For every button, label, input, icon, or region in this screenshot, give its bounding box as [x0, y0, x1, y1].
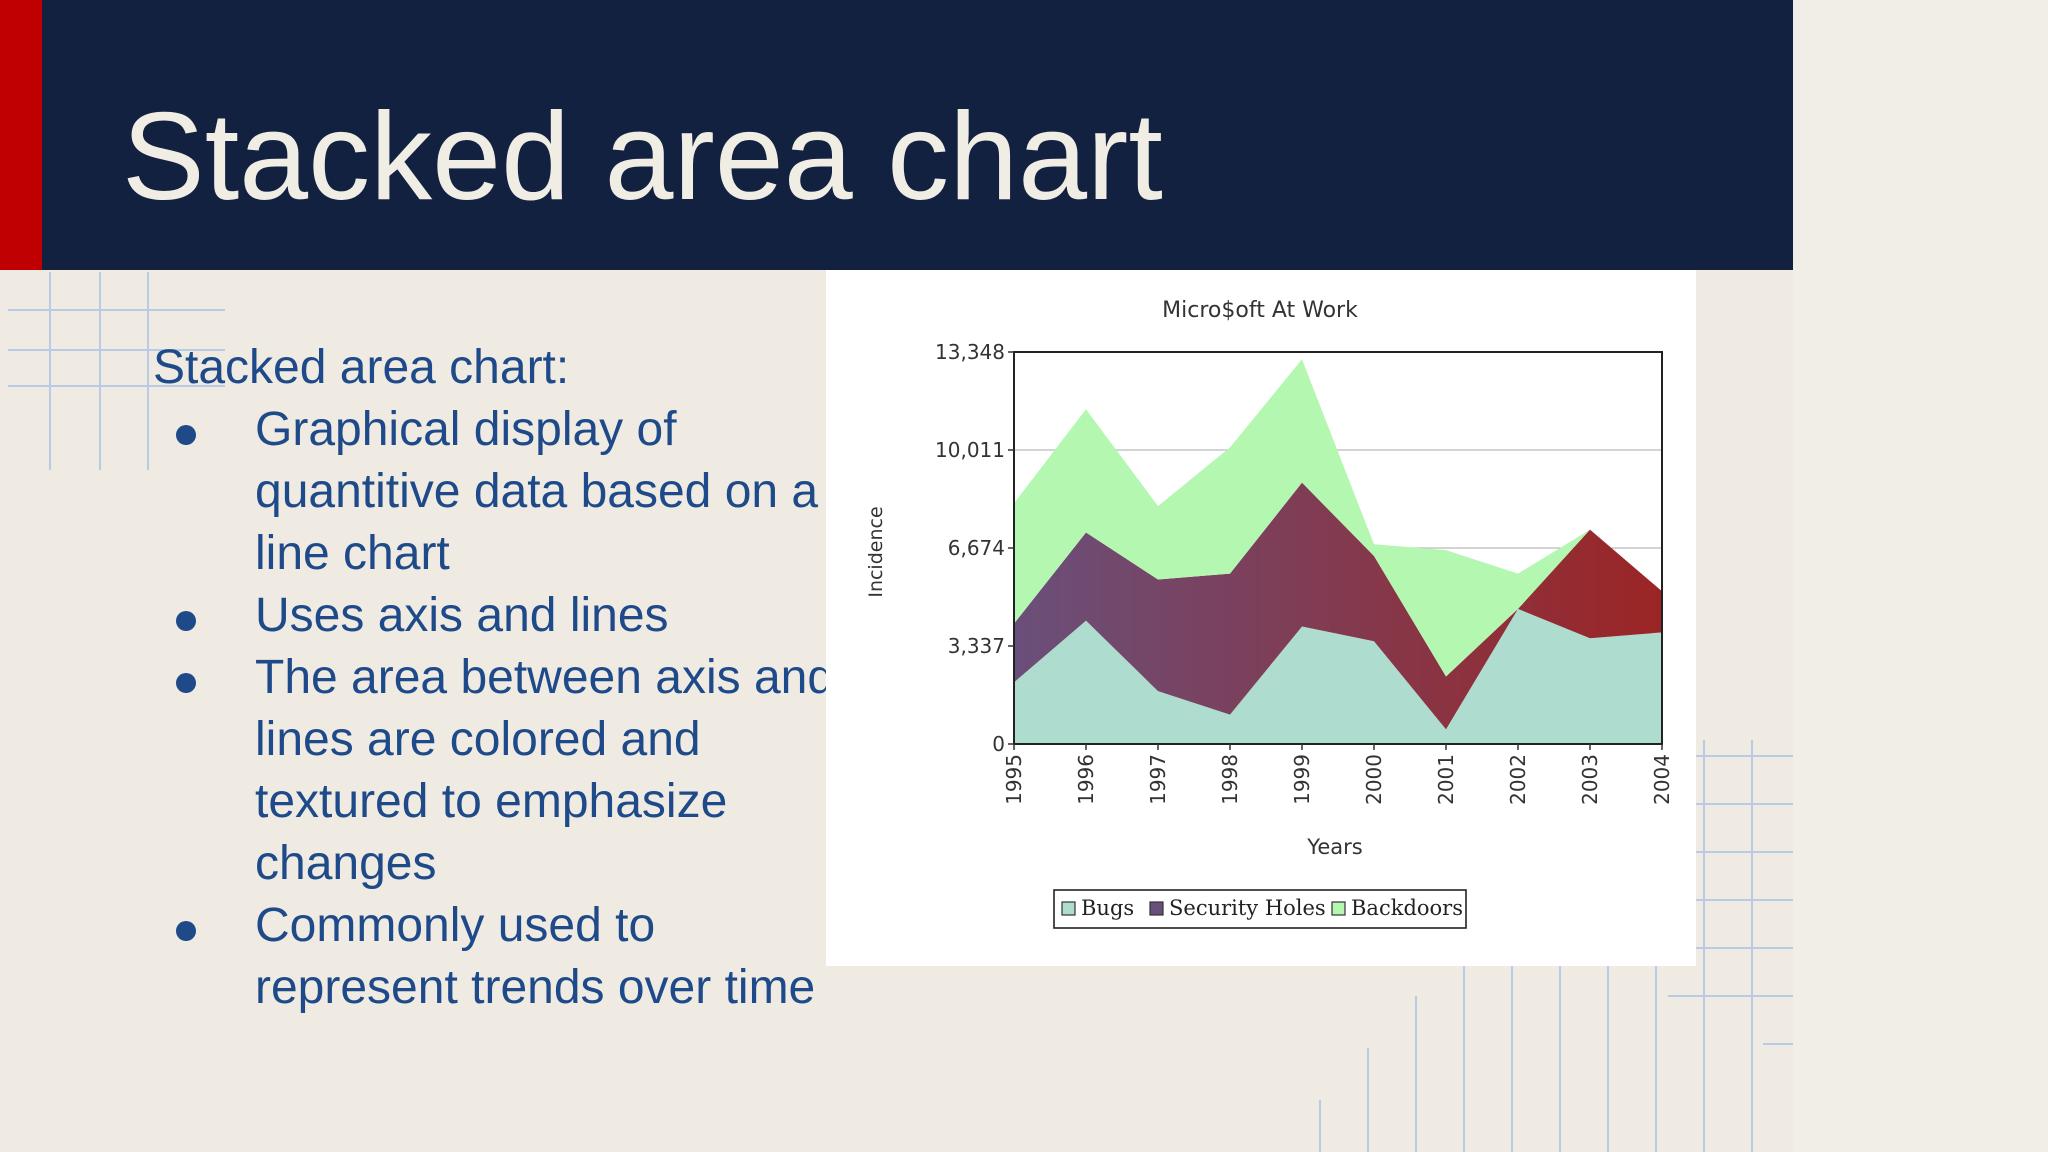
- y-tick-label: 0: [992, 732, 1005, 756]
- bullet-icon: [176, 611, 196, 631]
- legend-items: Bugs Security Holes Backdoors: [1061, 896, 1463, 920]
- x-axis-title: Years: [1306, 835, 1362, 859]
- x-axis: 1995 1996 1997 1998 1999 2000 2001 2002 2003 2004: [1002, 744, 1674, 805]
- area-security-holes: [1014, 482, 1662, 730]
- text-block: Stacked area chart: Graphical display of…: [153, 337, 843, 1019]
- legend-label: Security Holes: [1169, 896, 1326, 920]
- bullet-icon: [176, 673, 196, 693]
- bullet-text: Commonly used to represent trends over t…: [255, 899, 816, 1014]
- x-tick-label: 1997: [1146, 754, 1170, 805]
- slide-title: Stacked area chart: [122, 88, 1163, 226]
- chart-card: Micro$oft At Work 0 3,337 6,674 10,011 13,34…: [826, 270, 1696, 966]
- y-tick-label: 3,337: [948, 634, 1005, 658]
- right-background-strip: [1793, 0, 2048, 1152]
- y-tick-label: 6,674: [948, 536, 1005, 560]
- x-tick-label: 2000: [1362, 754, 1386, 805]
- y-tick-label: 13,348: [935, 340, 1005, 364]
- bullet-text: Graphical display of quantitive data bas…: [255, 403, 819, 580]
- legend-label: Bugs: [1081, 896, 1134, 920]
- x-tick-label: 1998: [1218, 754, 1242, 805]
- bullet-item: Uses axis and lines: [153, 585, 843, 647]
- stacked-area-chart: Micro$oft At Work 0 3,337 6,674 10,011 13,34…: [865, 298, 1674, 929]
- bullet-item: Graphical display of quantitive data bas…: [153, 399, 843, 585]
- bullet-item: Commonly used to represent trends over t…: [153, 895, 843, 1019]
- bullet-list: Graphical display of quantitive data bas…: [153, 399, 843, 1019]
- intro-text: Stacked area chart:: [153, 341, 570, 394]
- bullet-text: Uses axis and lines: [255, 589, 669, 642]
- x-tick-label: 1995: [1002, 754, 1026, 805]
- area-backdoors: [1014, 359, 1662, 677]
- x-tick-label: 2002: [1506, 754, 1530, 805]
- x-tick-label: 2004: [1650, 754, 1674, 805]
- x-tick-label: 1996: [1074, 754, 1098, 805]
- chart-title: Micro$oft At Work: [1162, 298, 1358, 323]
- accent-strip: [0, 0, 42, 270]
- bullet-icon: [176, 921, 196, 941]
- y-tick-label: 10,011: [935, 438, 1005, 462]
- bullet-text: The area between axis and lines are colo…: [255, 651, 835, 890]
- bullet-icon: [176, 425, 196, 445]
- x-tick-label: 2003: [1578, 754, 1602, 805]
- legend-swatch: [1331, 901, 1346, 916]
- legend-label: Backdoors: [1351, 896, 1463, 920]
- legend-swatch: [1149, 901, 1164, 916]
- legend: Bugs Security Holes Backdoors: [1053, 889, 1467, 929]
- y-axis: 0 3,337 6,674 10,011 13,348: [935, 340, 1014, 756]
- y-axis-title: Incidence: [865, 506, 887, 597]
- area-bugs: [1014, 608, 1662, 744]
- bullet-item: The area between axis and lines are colo…: [153, 647, 843, 895]
- title-bar: [0, 0, 1793, 270]
- x-tick-label: 2001: [1434, 754, 1458, 805]
- legend-swatch: [1061, 901, 1076, 916]
- legend-box: [1053, 889, 1467, 929]
- x-tick-label: 1999: [1290, 754, 1314, 805]
- area-series: [1014, 359, 1662, 744]
